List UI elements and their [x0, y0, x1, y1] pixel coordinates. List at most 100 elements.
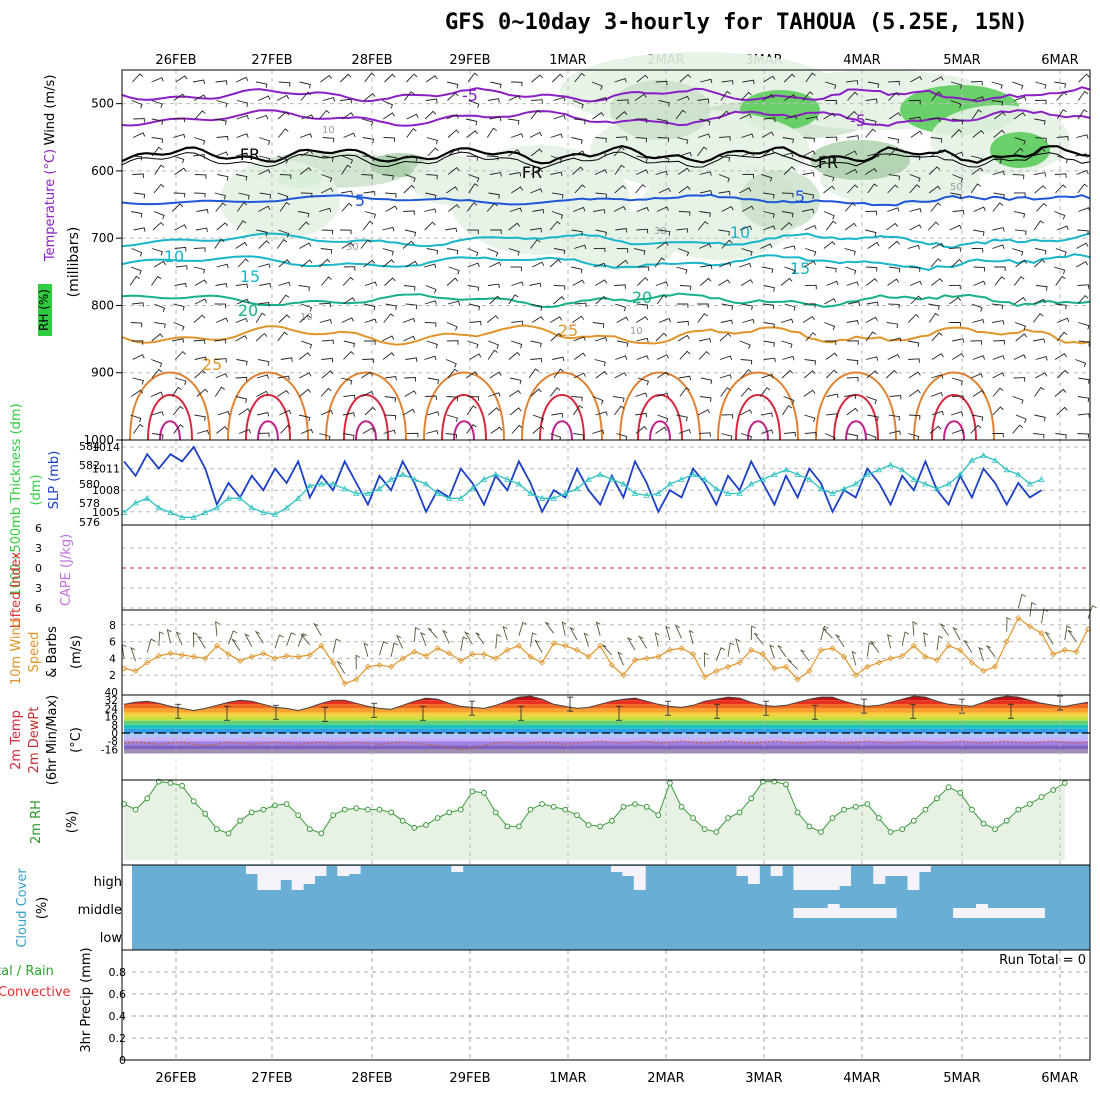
wind-barb — [697, 146, 708, 157]
wind10-point — [202, 655, 209, 662]
temp-color-band — [124, 749, 1088, 754]
wind-barb — [823, 241, 836, 249]
wind-barb — [592, 429, 605, 435]
wind10-point — [782, 663, 790, 670]
rh-point — [643, 803, 650, 810]
wind-barb — [301, 114, 314, 120]
wind-barb — [1012, 248, 1024, 256]
wind-barb — [763, 192, 775, 199]
wind-barb — [193, 94, 207, 101]
wind-barb — [424, 110, 437, 120]
wind-barb — [322, 137, 335, 143]
wind-barb — [992, 372, 1005, 379]
mid-cloud-gap — [964, 908, 977, 918]
thickness-point — [689, 471, 697, 477]
wind-barb — [888, 414, 901, 421]
wind-barb — [427, 147, 439, 157]
wind-barb — [992, 320, 1005, 325]
slp-axis-label: SLP (mb) — [47, 451, 62, 510]
date-label-top: 5MAR — [943, 53, 980, 68]
wind-barb — [322, 155, 334, 162]
thickness-point — [620, 480, 627, 487]
rh-point — [818, 829, 824, 835]
temp-color-band — [124, 708, 1088, 713]
wind-barb — [655, 170, 668, 176]
wind-barb — [385, 155, 398, 162]
wind-barb — [783, 73, 796, 83]
wind-barb — [636, 337, 649, 343]
wind-barb — [824, 322, 836, 331]
rh-point — [318, 830, 325, 837]
wind10-barb — [313, 622, 322, 637]
rh-contour-label: 30 — [346, 242, 359, 253]
wind10-barb — [866, 642, 874, 657]
contour-30 — [325, 371, 407, 441]
wind-barb — [553, 368, 564, 379]
wind-barb — [321, 229, 334, 235]
wind-barb — [888, 430, 901, 435]
wind-barb — [364, 406, 377, 416]
wind-barb — [888, 147, 900, 157]
mid-cloud-gap — [1010, 908, 1023, 918]
wind-barb — [1035, 137, 1047, 143]
temp-tick-label: 0 — [111, 728, 118, 740]
wind-barb — [486, 155, 499, 161]
wind-barb — [530, 388, 542, 397]
wind-barb — [865, 356, 879, 361]
wind-barb — [951, 258, 963, 268]
wind-barb — [382, 352, 395, 360]
wind10-point — [515, 642, 522, 649]
wind-barb — [195, 227, 208, 233]
wind-barb — [908, 266, 921, 272]
wind-barb — [803, 150, 816, 157]
wind-barb — [909, 100, 921, 105]
temp-color-band — [124, 733, 1088, 738]
wind-barb — [950, 192, 962, 199]
wind-barb — [637, 377, 649, 386]
wind-barb — [594, 97, 608, 102]
wind-barb — [909, 174, 921, 183]
wind-barb — [846, 376, 859, 382]
wind-barb — [845, 168, 858, 175]
wind-barb — [487, 248, 499, 257]
wind-barb — [215, 202, 227, 212]
thickness-point — [120, 509, 128, 515]
wind-barb — [530, 239, 541, 249]
wind-barb — [173, 322, 185, 331]
wind-barb — [553, 114, 566, 120]
wind10-point — [701, 673, 708, 680]
wind-barb — [424, 208, 437, 213]
wind-barb — [634, 93, 647, 101]
thickness-point — [399, 471, 406, 477]
thickness-point — [167, 509, 174, 515]
wind-barb — [487, 283, 500, 289]
thickness-point — [840, 485, 848, 492]
wind-barb — [887, 207, 900, 212]
date-label-top: 1MAR — [549, 53, 586, 68]
wind-barb — [889, 337, 902, 342]
wind-barb — [992, 432, 1004, 438]
wind-barb — [446, 186, 458, 194]
wind-barb — [635, 392, 648, 398]
wind10-point — [341, 680, 348, 687]
date-label-top: 26FEB — [155, 53, 196, 68]
wind-barb — [319, 302, 331, 308]
wind-barb — [258, 95, 271, 101]
wind-barb — [405, 357, 418, 362]
wind-barb — [236, 298, 250, 305]
date-label-top: 27FEB — [251, 53, 292, 68]
rh-point — [562, 806, 569, 813]
wind-barb — [573, 352, 586, 360]
li-tick-label: 3 — [35, 582, 42, 595]
wind-barb — [151, 368, 163, 379]
temp-tick-label: 32 — [105, 695, 118, 707]
wind-barb — [425, 98, 438, 104]
wind10-point — [1073, 648, 1080, 655]
wind-barb — [258, 240, 270, 249]
rh-point — [353, 805, 360, 812]
wind-barb — [613, 205, 626, 212]
y-tick-label: 800 — [91, 298, 114, 312]
wind-barb — [805, 332, 817, 342]
wind-barb — [406, 73, 418, 83]
wind-barb — [1015, 229, 1027, 236]
